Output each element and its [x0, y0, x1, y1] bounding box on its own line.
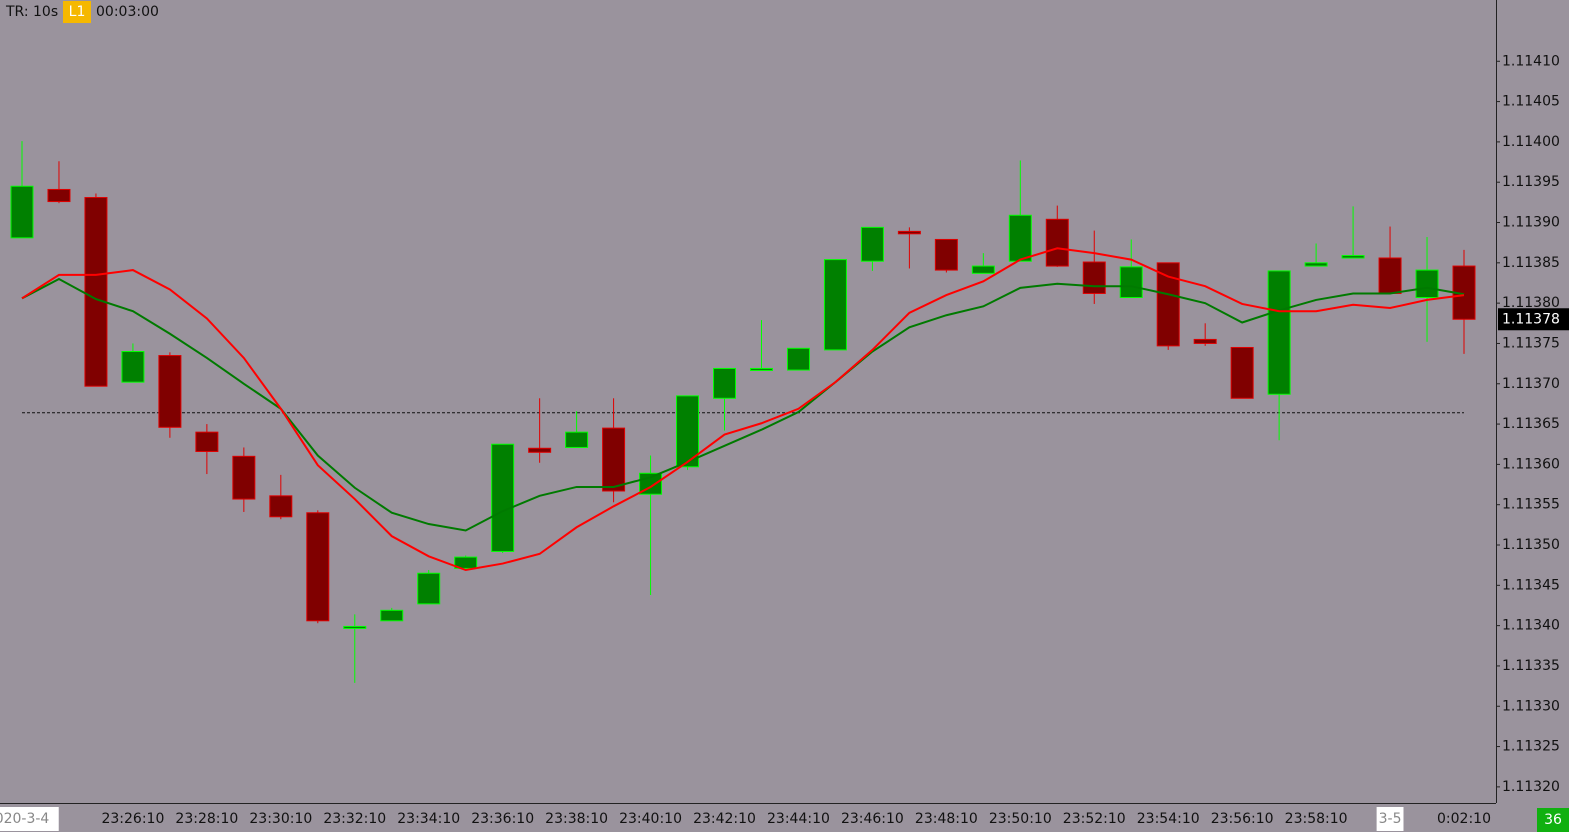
moving-average — [21, 277, 1465, 532]
moving-average — [21, 247, 1465, 572]
candle-body — [1008, 214, 1032, 262]
candle-body — [47, 188, 71, 203]
x-tick-label: 23:58:10 — [1285, 811, 1348, 827]
y-tick-label: 1.11320 — [1502, 779, 1560, 795]
candle-body — [1341, 255, 1365, 259]
y-tick-label: 1.11330 — [1502, 698, 1560, 714]
candle-body — [232, 455, 256, 500]
candle-body — [343, 625, 367, 629]
candle-body — [934, 238, 958, 271]
candle-body — [602, 427, 626, 492]
x-tick-label: 020-3-4 — [0, 811, 49, 827]
x-tick-label: 23:46:10 — [841, 811, 904, 827]
candle-body — [10, 185, 34, 239]
x-tick-label: 23:50:10 — [989, 811, 1052, 827]
last-price-badge — [1498, 308, 1569, 331]
candle-body — [823, 259, 847, 351]
candle-body — [1156, 262, 1180, 347]
candle-body — [528, 447, 552, 453]
candle-body — [269, 495, 293, 518]
x-tick-label: 23:26:10 — [101, 811, 164, 827]
y-tick-label: 1.11395 — [1502, 174, 1560, 190]
counter-badge — [1537, 808, 1569, 832]
x-tick-label: 23:56:10 — [1211, 811, 1274, 827]
y-tick-label: 1.11390 — [1502, 215, 1560, 231]
candle-body — [897, 230, 921, 235]
candle-body — [676, 395, 700, 468]
candle-body — [454, 556, 478, 569]
x-tick-label: 0:02:10 — [1437, 811, 1491, 827]
candle-body — [786, 347, 810, 371]
y-tick-label: 1.11385 — [1502, 255, 1560, 271]
candle-body — [121, 351, 145, 383]
x-tick-label: 23:38:10 — [545, 811, 608, 827]
x-tick-label: 23:48:10 — [915, 811, 978, 827]
y-tick-label: 1.11340 — [1502, 618, 1560, 634]
candle-body — [971, 265, 995, 274]
y-tick-label: 1.11355 — [1502, 497, 1560, 513]
candle-body — [84, 197, 108, 387]
y-tick-label: 1.11360 — [1502, 456, 1560, 472]
y-tick-label: 1.11375 — [1502, 335, 1560, 351]
x-tick-label: 23:44:10 — [767, 811, 830, 827]
date-badge — [1376, 807, 1404, 831]
candle-body — [1230, 346, 1254, 399]
x-tick-label: 23:30:10 — [249, 811, 312, 827]
candle-body — [380, 609, 404, 622]
candle-body — [1304, 262, 1328, 267]
x-tick-label: 23:40:10 — [619, 811, 682, 827]
candle-body — [1119, 266, 1143, 298]
candle-body — [1267, 270, 1291, 395]
x-tick-label: 23:28:10 — [175, 811, 238, 827]
candle-body — [1378, 257, 1402, 294]
candle-body — [749, 367, 773, 371]
candle-body — [1082, 261, 1106, 294]
date-badge — [0, 807, 59, 831]
candle-body — [1045, 218, 1069, 267]
y-tick-label: 1.11405 — [1502, 94, 1560, 110]
candle-body — [860, 226, 884, 262]
range-label: TR: 10s — [5, 4, 58, 20]
timer: 00:03:00 — [96, 4, 159, 20]
candle-body — [195, 431, 219, 452]
x-tick-label: 23:34:10 — [397, 811, 460, 827]
candle-body — [1415, 269, 1439, 298]
candle-body — [1193, 338, 1217, 344]
y-tick-label: 1.11345 — [1502, 577, 1560, 593]
x-tick-label: 23:52:10 — [1063, 811, 1126, 827]
counter: 36 — [1544, 812, 1562, 828]
candle-body — [417, 572, 441, 605]
y-tick-label: 1.11380 — [1502, 295, 1560, 311]
y-tick-label: 1.11350 — [1502, 537, 1560, 553]
y-tick-label: 1.11400 — [1502, 134, 1560, 150]
y-tick-label: 1.11335 — [1502, 658, 1560, 674]
candle-body — [565, 431, 589, 448]
level-badge — [63, 1, 91, 23]
y-tick-label: 1.11325 — [1502, 739, 1560, 755]
candle-body — [491, 443, 515, 552]
x-tick-label: 23:32:10 — [323, 811, 386, 827]
x-tick-label: 23:42:10 — [693, 811, 756, 827]
x-tick-label: 23:36:10 — [471, 811, 534, 827]
level-label: L1 — [69, 4, 86, 20]
y-tick-label: 1.11365 — [1502, 416, 1560, 432]
candle-body — [713, 367, 737, 399]
x-tick-label: 23:54:10 — [1137, 811, 1200, 827]
last-price-label: 1.11378 — [1502, 311, 1560, 327]
candle-body — [158, 355, 182, 428]
candle-body — [306, 512, 330, 622]
y-tick-label: 1.11370 — [1502, 376, 1560, 392]
x-tick-label: 3-5 — [1379, 811, 1402, 827]
y-tick-label: 1.11410 — [1502, 53, 1560, 69]
